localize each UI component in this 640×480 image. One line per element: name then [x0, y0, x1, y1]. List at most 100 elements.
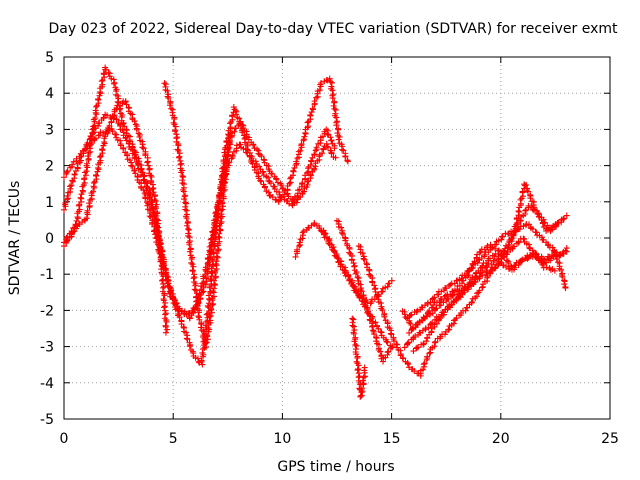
- data-point: [307, 171, 314, 178]
- data-point: [357, 393, 364, 400]
- data-point: [161, 304, 168, 311]
- data-point: [522, 207, 529, 214]
- data-point: [429, 295, 436, 302]
- data-point: [83, 145, 90, 152]
- data-point: [212, 210, 219, 217]
- y-axis-label: SDTVAR / TECUs: [7, 181, 23, 296]
- data-point: [204, 332, 211, 339]
- data-point: [319, 150, 326, 157]
- data-point: [117, 137, 124, 144]
- data-point: [325, 144, 332, 151]
- data-point: [201, 271, 208, 278]
- data-point: [164, 326, 171, 333]
- data-point: [171, 116, 178, 123]
- data-point: [219, 199, 226, 206]
- data-point: [261, 184, 268, 191]
- data-point: [508, 238, 515, 245]
- data-point: [361, 299, 368, 306]
- data-point: [387, 345, 394, 352]
- data-point: [193, 290, 200, 297]
- data-point: [462, 307, 469, 314]
- data-point: [153, 216, 160, 223]
- y-tick-label: 4: [45, 86, 54, 102]
- data-point: [212, 274, 219, 281]
- series-s7: [292, 220, 395, 307]
- data-point: [258, 178, 265, 185]
- data-point: [561, 281, 568, 288]
- data-point: [346, 249, 353, 256]
- data-point: [204, 302, 211, 309]
- data-point: [453, 315, 460, 322]
- data-point: [73, 217, 80, 224]
- data-point: [311, 151, 318, 158]
- data-point: [296, 243, 303, 250]
- data-point: [195, 355, 202, 362]
- data-point: [161, 80, 168, 87]
- data-point: [563, 212, 570, 219]
- data-point: [223, 161, 230, 168]
- data-point: [83, 215, 90, 222]
- data-point: [355, 362, 362, 369]
- data-point: [84, 207, 91, 214]
- data-point: [84, 153, 91, 160]
- data-point: [535, 256, 542, 263]
- data-point: [85, 149, 92, 156]
- y-tick-label: -1: [40, 267, 54, 283]
- data-point: [269, 194, 276, 201]
- data-point: [384, 339, 391, 346]
- data-point: [133, 158, 140, 165]
- data-point: [527, 195, 534, 202]
- data-point: [338, 229, 345, 236]
- y-tick-label: 3: [45, 122, 54, 138]
- data-point: [218, 218, 225, 225]
- data-point: [186, 248, 193, 255]
- data-point: [293, 158, 300, 165]
- data-point: [185, 232, 192, 239]
- data-point: [184, 336, 191, 343]
- data-point: [353, 342, 360, 349]
- data-point: [149, 186, 156, 193]
- data-point: [419, 327, 426, 334]
- data-point: [319, 133, 326, 140]
- data-point: [287, 175, 294, 182]
- data-point: [71, 224, 78, 231]
- data-point: [370, 327, 377, 334]
- data-point: [423, 338, 430, 345]
- data-point: [326, 75, 333, 82]
- data-point: [81, 175, 88, 182]
- data-point: [196, 316, 203, 323]
- data-point: [197, 283, 204, 290]
- data-point: [61, 239, 67, 246]
- data-point: [183, 222, 190, 229]
- data-point: [71, 171, 78, 178]
- data-point: [206, 313, 213, 320]
- data-point: [199, 361, 206, 368]
- data-point: [267, 180, 274, 187]
- data-point: [208, 309, 215, 316]
- data-point: [90, 188, 97, 195]
- data-point: [93, 111, 100, 118]
- data-point: [432, 306, 439, 313]
- data-point: [360, 374, 367, 381]
- data-point: [258, 153, 265, 160]
- series-s8: [334, 217, 396, 365]
- data-point: [294, 246, 301, 253]
- data-point: [487, 267, 494, 274]
- data-point: [104, 112, 111, 119]
- series-s3: [61, 126, 339, 322]
- data-point: [539, 261, 546, 268]
- data-point: [212, 273, 219, 280]
- data-point: [486, 255, 493, 262]
- data-point: [344, 157, 351, 164]
- data-point: [298, 141, 305, 148]
- data-point: [358, 392, 365, 399]
- data-point: [95, 122, 102, 129]
- data-point: [328, 137, 335, 144]
- data-point: [474, 290, 481, 297]
- data-point: [160, 283, 167, 290]
- data-point: [421, 360, 428, 367]
- data-point: [131, 118, 138, 125]
- data-point: [202, 264, 209, 271]
- data-point: [106, 122, 113, 129]
- data-point: [342, 153, 349, 160]
